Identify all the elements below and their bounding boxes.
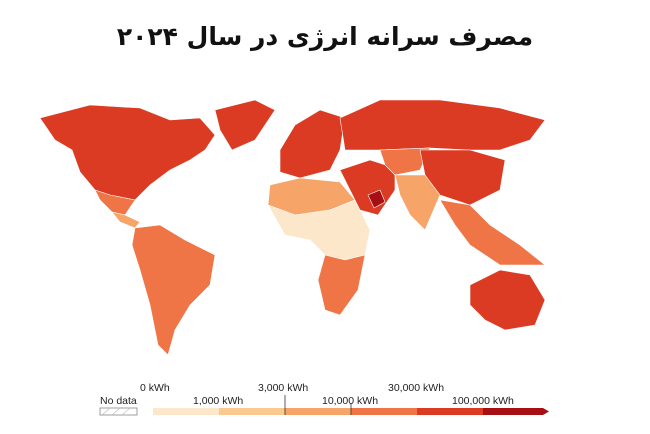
- legend-label-1000: 1,000 kWh: [193, 395, 244, 407]
- region-russia: [339, 99, 546, 151]
- legend-bin-0: [153, 408, 219, 415]
- region-southeast-asia: [439, 199, 546, 266]
- legend-label-0: 0 kWh: [140, 382, 170, 394]
- region-china: [419, 149, 506, 206]
- region-australia: [469, 269, 546, 331]
- legend-label-30000: 30,000 kWh: [388, 382, 445, 394]
- region-south-america: [131, 224, 216, 356]
- legend-bin-4: [417, 408, 483, 415]
- region-europe: [279, 109, 346, 179]
- legend-bin-1: [219, 408, 285, 415]
- map-title: مصرف سرانه انرژی در سال ۲۰۲۴: [116, 22, 534, 51]
- region-greenland: [214, 99, 276, 151]
- legend-bin-3: [351, 408, 417, 415]
- region-gulf-states: [367, 189, 386, 209]
- region-central-america: [111, 211, 141, 229]
- region-southern-africa: [317, 254, 366, 316]
- legend-label-10000: 10,000 kWh: [322, 395, 379, 407]
- legend-no-data-label: No data: [100, 395, 137, 407]
- legend-bin-5: [483, 408, 549, 415]
- legend-label-3000: 3,000 kWh: [258, 382, 309, 394]
- region-north-america: [39, 104, 216, 201]
- no-data-swatch: [99, 407, 138, 416]
- legend-label-100000: 100,000 kWh: [452, 395, 514, 407]
- legend-bin-2: [285, 408, 351, 415]
- region-central-asia: [379, 147, 431, 176]
- legend-graphic: [99, 395, 549, 416]
